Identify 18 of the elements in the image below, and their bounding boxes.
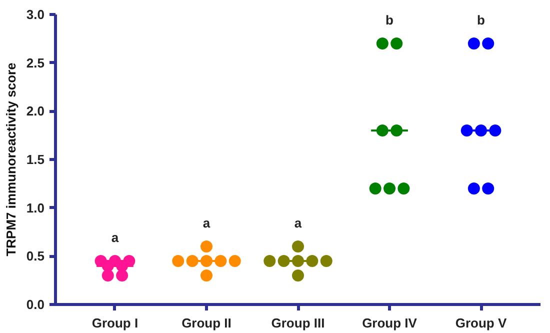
y-tick-label: 2.0 <box>26 104 45 119</box>
x-tick-label: Group I <box>92 316 138 330</box>
y-tick-label: 0.0 <box>26 297 45 312</box>
annotation: b <box>477 12 486 28</box>
y-tick-label: 1.5 <box>26 152 45 167</box>
y-tick-label: 2.5 <box>26 55 45 70</box>
annotation: a <box>202 216 211 230</box>
x-tick-label: Group II <box>182 316 232 330</box>
y-axis-title: TRPM7 immunoreactivity score <box>3 62 18 256</box>
x-tick-label: Group III <box>271 316 325 330</box>
y-tick-label: 1.0 <box>26 200 45 216</box>
annotation: a <box>111 230 120 245</box>
annotation: b <box>386 12 394 28</box>
annotation: a <box>294 216 302 230</box>
x-tick-label: Group V <box>455 316 507 330</box>
y-tick-label: 3.0 <box>26 7 45 22</box>
y-tick-label: 0.5 <box>26 248 45 264</box>
x-tick-label: Group IV <box>362 316 418 330</box>
